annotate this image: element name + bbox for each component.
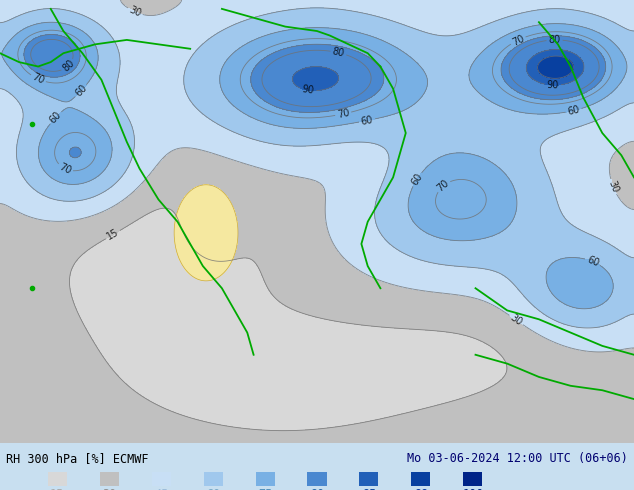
Text: 60: 60 <box>206 488 220 490</box>
Bar <box>307 472 327 486</box>
Text: 30: 30 <box>102 488 116 490</box>
Text: 70: 70 <box>436 178 451 194</box>
Text: 80: 80 <box>548 35 561 45</box>
Text: 70: 70 <box>336 108 351 120</box>
Text: 45: 45 <box>154 488 168 490</box>
Text: 80: 80 <box>332 47 346 59</box>
Bar <box>48 472 67 486</box>
Text: 60: 60 <box>567 104 581 117</box>
Text: 60: 60 <box>73 83 89 98</box>
Text: 15: 15 <box>105 227 120 242</box>
Text: 30: 30 <box>127 5 143 19</box>
Bar <box>152 472 171 486</box>
Text: Mo 03-06-2024 12:00 UTC (06+06): Mo 03-06-2024 12:00 UTC (06+06) <box>407 452 628 465</box>
Text: 70: 70 <box>58 162 73 176</box>
Text: 60: 60 <box>585 255 600 269</box>
Text: 30: 30 <box>508 313 524 328</box>
Text: 30: 30 <box>606 179 620 194</box>
Bar <box>204 472 223 486</box>
Text: 80: 80 <box>60 58 76 74</box>
Bar <box>359 472 378 486</box>
Text: 99: 99 <box>414 488 428 490</box>
Text: 60: 60 <box>360 115 374 126</box>
Text: 90: 90 <box>547 80 559 90</box>
Text: 95: 95 <box>362 488 376 490</box>
Bar <box>463 472 482 486</box>
Text: 90: 90 <box>302 84 315 96</box>
Text: 70: 70 <box>30 72 46 86</box>
Bar <box>256 472 275 486</box>
Text: 70: 70 <box>510 33 526 48</box>
Bar <box>100 472 119 486</box>
Text: RH 300 hPa [%] ECMWF: RH 300 hPa [%] ECMWF <box>6 452 149 465</box>
Text: 100: 100 <box>462 488 484 490</box>
Text: 90: 90 <box>310 488 324 490</box>
Text: 60: 60 <box>410 172 425 187</box>
Bar <box>411 472 430 486</box>
Text: 60: 60 <box>48 110 63 125</box>
Text: 15: 15 <box>50 488 64 490</box>
Text: 75: 75 <box>258 488 272 490</box>
